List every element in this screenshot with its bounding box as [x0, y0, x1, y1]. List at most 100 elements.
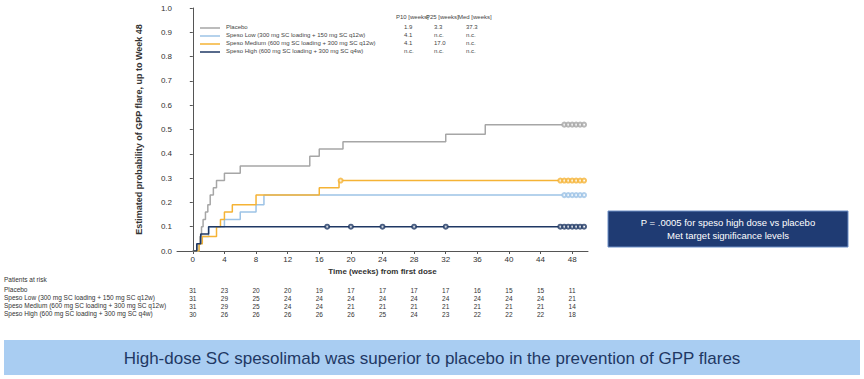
svg-text:0.3: 0.3: [161, 174, 173, 183]
svg-text:Met target significance levels: Met target significance levels: [667, 230, 789, 241]
svg-text:17.0: 17.0: [434, 40, 446, 46]
svg-text:17: 17: [379, 287, 387, 294]
svg-text:22: 22: [505, 311, 513, 318]
svg-text:31: 31: [189, 287, 197, 294]
svg-text:28: 28: [410, 255, 419, 264]
svg-text:Speso Low (300 mg SC loading +: Speso Low (300 mg SC loading + 150 mg SC…: [4, 294, 155, 302]
svg-text:20: 20: [346, 255, 355, 264]
svg-text:17: 17: [347, 287, 355, 294]
svg-text:24: 24: [316, 303, 324, 310]
svg-text:4.1: 4.1: [404, 40, 413, 46]
svg-text:1.9: 1.9: [404, 24, 413, 30]
svg-text:22: 22: [474, 311, 482, 318]
svg-text:16: 16: [474, 287, 482, 294]
svg-text:29: 29: [221, 295, 229, 302]
svg-text:Speso High (600 mg SC loading: Speso High (600 mg SC loading + 300 mg S…: [226, 48, 363, 54]
svg-text:24: 24: [474, 295, 482, 302]
svg-text:Placebo: Placebo: [226, 24, 248, 30]
svg-text:21: 21: [410, 303, 418, 310]
svg-text:0.7: 0.7: [161, 76, 173, 85]
svg-text:12: 12: [283, 255, 292, 264]
svg-text:21: 21: [537, 303, 545, 310]
svg-text:16: 16: [315, 255, 324, 264]
svg-text:20: 20: [284, 287, 292, 294]
svg-text:Estimated probability of GPP f: Estimated probability of GPP flare, up t…: [134, 24, 144, 235]
svg-text:30: 30: [189, 311, 197, 318]
svg-text:P = .0005 for speso high dose: P = .0005 for speso high dose vs placebo: [641, 217, 815, 228]
svg-text:Time (weeks) from first dose: Time (weeks) from first dose: [328, 267, 437, 276]
svg-text:8: 8: [254, 255, 259, 264]
svg-text:24: 24: [505, 295, 513, 302]
svg-text:n.c.: n.c.: [466, 32, 476, 38]
svg-text:21: 21: [505, 303, 513, 310]
svg-text:24: 24: [347, 295, 355, 302]
svg-text:Speso Medium (600 mg SC loadin: Speso Medium (600 mg SC loading + 300 mg…: [4, 302, 166, 310]
svg-text:21: 21: [569, 295, 577, 302]
svg-text:19: 19: [316, 287, 324, 294]
svg-text:36: 36: [473, 255, 482, 264]
svg-text:48: 48: [568, 255, 577, 264]
svg-text:31: 31: [189, 303, 197, 310]
svg-text:26: 26: [347, 311, 355, 318]
svg-text:26: 26: [284, 311, 292, 318]
svg-text:P10 [weeks]: P10 [weeks]: [396, 14, 429, 20]
svg-text:15: 15: [537, 287, 545, 294]
svg-text:0.2: 0.2: [161, 198, 173, 207]
svg-text:22: 22: [537, 311, 545, 318]
svg-text:40: 40: [505, 255, 514, 264]
svg-text:Placebo: Placebo: [4, 286, 28, 293]
svg-text:24: 24: [537, 295, 545, 302]
svg-text:Speso Low (300 mg SC loading +: Speso Low (300 mg SC loading + 150 mg SC…: [226, 32, 365, 38]
svg-text:18: 18: [569, 311, 577, 318]
svg-text:0.5: 0.5: [161, 125, 173, 134]
svg-text:0.9: 0.9: [161, 28, 173, 37]
svg-text:P25 [weeks]: P25 [weeks]: [426, 14, 459, 20]
svg-text:0.6: 0.6: [161, 101, 173, 110]
svg-text:44: 44: [536, 255, 545, 264]
svg-text:Speso High (600 mg SC loading: Speso High (600 mg SC loading + 300 mg S…: [4, 310, 153, 318]
svg-text:3.3: 3.3: [434, 24, 443, 30]
svg-text:0.8: 0.8: [161, 52, 173, 61]
svg-text:25: 25: [379, 311, 387, 318]
svg-text:24: 24: [410, 311, 418, 318]
svg-text:n.c.: n.c.: [404, 48, 414, 54]
svg-text:0.0: 0.0: [161, 247, 173, 256]
svg-text:17: 17: [410, 287, 418, 294]
svg-text:0.4: 0.4: [161, 149, 173, 158]
svg-text:24: 24: [379, 295, 387, 302]
svg-text:15: 15: [505, 287, 513, 294]
svg-text:21: 21: [379, 303, 387, 310]
svg-text:24: 24: [442, 295, 450, 302]
svg-text:4.1: 4.1: [404, 32, 413, 38]
svg-text:21: 21: [474, 303, 482, 310]
svg-text:25: 25: [252, 303, 260, 310]
svg-text:23: 23: [442, 311, 450, 318]
svg-text:0: 0: [191, 255, 196, 264]
svg-text:1.0: 1.0: [161, 4, 173, 13]
svg-text:29: 29: [221, 303, 229, 310]
svg-text:n.c.: n.c.: [466, 40, 476, 46]
svg-text:24: 24: [378, 255, 387, 264]
svg-text:24: 24: [316, 295, 324, 302]
svg-text:21: 21: [442, 303, 450, 310]
svg-text:25: 25: [252, 295, 260, 302]
svg-text:32: 32: [441, 255, 450, 264]
svg-text:24: 24: [410, 295, 418, 302]
svg-text:Med [weeks]: Med [weeks]: [458, 14, 492, 20]
svg-text:4: 4: [222, 255, 227, 264]
svg-text:23: 23: [221, 287, 229, 294]
svg-text:n.c.: n.c.: [434, 32, 444, 38]
svg-text:0.1: 0.1: [161, 222, 173, 231]
svg-text:20: 20: [252, 287, 260, 294]
svg-text:24: 24: [284, 295, 292, 302]
svg-text:11: 11: [569, 287, 576, 294]
svg-text:n.c.: n.c.: [434, 48, 444, 54]
svg-text:26: 26: [316, 311, 324, 318]
svg-text:Patients at risk: Patients at risk: [4, 276, 47, 283]
svg-text:14: 14: [569, 303, 577, 310]
svg-text:n.c.: n.c.: [466, 48, 476, 54]
svg-text:21: 21: [347, 303, 355, 310]
svg-text:26: 26: [252, 311, 260, 318]
svg-text:Speso Medium (600 mg SC loadin: Speso Medium (600 mg SC loading + 300 mg…: [226, 40, 376, 46]
svg-text:26: 26: [221, 311, 229, 318]
